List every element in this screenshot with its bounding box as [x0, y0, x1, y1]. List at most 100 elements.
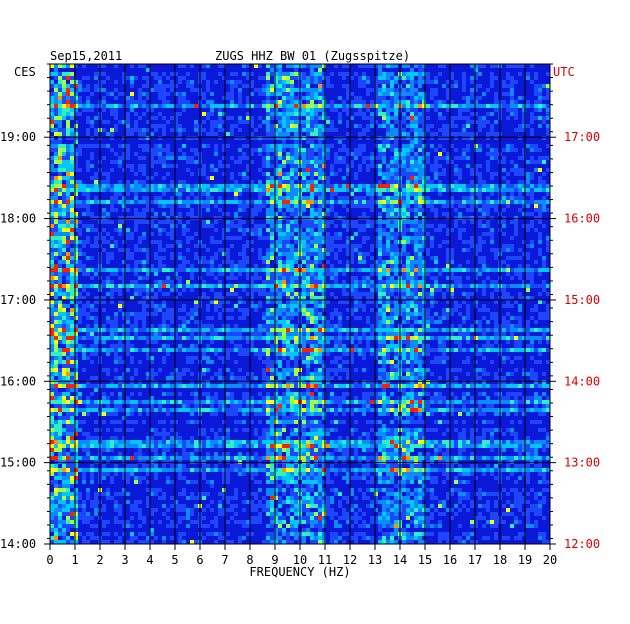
spectrogram-cell [142, 76, 146, 80]
spectrogram-cell [406, 100, 410, 104]
spectrogram-cell [506, 172, 510, 176]
spectrogram-cell [346, 328, 350, 332]
spectrogram-cell [286, 88, 290, 92]
spectrogram-cell [118, 308, 122, 312]
spectrogram-cell [258, 236, 262, 240]
spectrogram-cell [138, 212, 142, 216]
spectrogram-cell [82, 188, 86, 192]
spectrogram-cell [506, 184, 510, 188]
spectrogram-cell [306, 88, 310, 92]
spectrogram-cell [158, 268, 162, 272]
spectrogram-cell [210, 92, 214, 96]
date-label: Sep15,2011 [50, 49, 122, 63]
spectrogram-cell [206, 104, 210, 108]
spectrogram-cell [394, 232, 398, 236]
spectrogram-cell [222, 156, 226, 160]
spectrogram-cell [390, 172, 394, 176]
spectrogram-cell [278, 284, 282, 288]
spectrogram-cell [354, 248, 358, 252]
spectrogram-cell [278, 172, 282, 176]
spectrogram-cell [430, 124, 434, 128]
spectrogram-cell [378, 148, 382, 152]
spectrogram-cell [382, 96, 386, 100]
spectrogram-cell [474, 88, 478, 92]
spectrogram-cell [162, 316, 166, 320]
spectrogram-cell [246, 200, 250, 204]
spectrogram-cell [70, 100, 74, 104]
spectrogram-cell [446, 200, 450, 204]
spectrogram-cell [66, 64, 70, 68]
spectrogram-cell [522, 240, 526, 244]
spectrogram-cell [78, 300, 82, 304]
spectrogram-cell [314, 80, 318, 84]
spectrogram-cell [62, 252, 66, 256]
spectrogram-cell [318, 192, 322, 196]
spectrogram-cell [106, 144, 110, 148]
spectrogram-cell [78, 316, 82, 320]
spectrogram-cell [402, 76, 406, 80]
spectrogram-cell [322, 176, 326, 180]
spectrogram-cell [130, 104, 134, 108]
spectrogram-cell [330, 100, 334, 104]
spectrogram-cell [234, 196, 238, 200]
spectrogram-cell [58, 220, 62, 224]
spectrogram-cell [290, 84, 294, 88]
spectrogram-cell [134, 328, 138, 332]
spectrogram-cell [222, 260, 226, 264]
spectrogram-cell [150, 152, 154, 156]
spectrogram-cell [330, 172, 334, 176]
spectrogram-cell [294, 140, 298, 144]
spectrogram-cell [238, 172, 242, 176]
spectrogram-cell [254, 276, 258, 280]
spectrogram-cell [354, 112, 358, 116]
spectrogram-cell [342, 204, 346, 208]
spectrogram-cell [454, 220, 458, 224]
spectrogram-cell [318, 300, 322, 304]
spectrogram-cell [506, 312, 510, 316]
spectrogram-cell [350, 268, 354, 272]
spectrogram-cell [514, 316, 518, 320]
spectrogram-cell [326, 324, 330, 328]
spectrogram-cell [486, 208, 490, 212]
spectrogram-cell [222, 232, 226, 236]
spectrogram-cell [442, 284, 446, 288]
spectrogram-cell [266, 180, 270, 184]
spectrogram-cell [366, 280, 370, 284]
spectrogram-cell [526, 124, 530, 128]
spectrogram-cell [182, 260, 186, 264]
spectrogram-cell [414, 288, 418, 292]
spectrogram-cell [358, 112, 362, 116]
spectrogram-cell [226, 220, 230, 224]
spectrogram-cell [494, 328, 498, 332]
spectrogram-cell [390, 328, 394, 332]
spectrogram-cell [454, 84, 458, 88]
spectrogram-cell [206, 296, 210, 300]
spectrogram-cell [142, 308, 146, 312]
spectrogram-cell [382, 72, 386, 76]
spectrogram-cell [126, 132, 130, 136]
spectrogram-cell [322, 320, 326, 324]
spectrogram-cell [490, 188, 494, 192]
spectrogram-cell [410, 108, 414, 112]
spectrogram-cell [366, 276, 370, 280]
spectrogram-cell [286, 120, 290, 124]
spectrogram-cell [146, 184, 150, 188]
spectrogram-cell [218, 120, 222, 124]
spectrogram-cell [70, 296, 74, 300]
spectrogram-cell [58, 248, 62, 252]
spectrogram-cell [358, 108, 362, 112]
spectrogram-cell [510, 88, 514, 92]
spectrogram-cell [202, 292, 206, 296]
spectrogram-cell [482, 180, 486, 184]
spectrogram-cell [410, 220, 414, 224]
spectrogram-cell [322, 136, 326, 140]
spectrogram-cell [282, 212, 286, 216]
spectrogram-cell [146, 108, 150, 112]
spectrogram-cell [210, 288, 214, 292]
spectrogram-cell [334, 188, 338, 192]
spectrogram-cell [434, 276, 438, 280]
spectrogram-cell [66, 236, 70, 240]
spectrogram-cell [110, 208, 114, 212]
spectrogram-cell [242, 268, 246, 272]
spectrogram-cell [94, 236, 98, 240]
